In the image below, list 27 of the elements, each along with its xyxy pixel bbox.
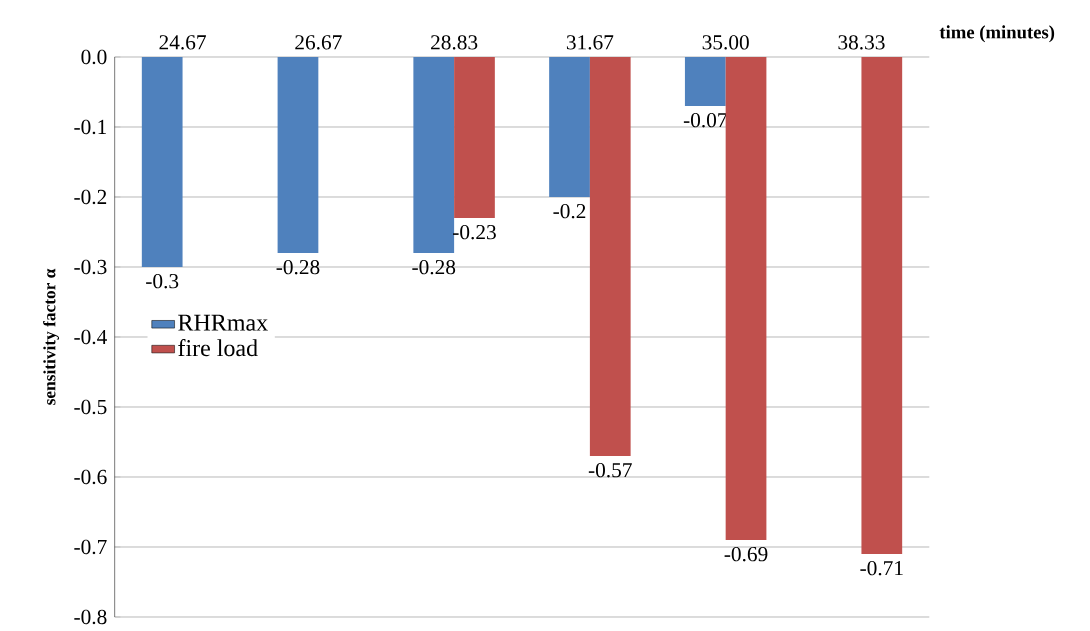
data-label: -0.28 <box>276 259 320 275</box>
y-tick-label: -0.1 <box>74 119 107 135</box>
y-tick-label: -0.2 <box>74 189 107 205</box>
data-label: -0.71 <box>860 560 903 576</box>
y-tick-label: -0.7 <box>74 539 107 555</box>
data-label: -0.2 <box>553 203 586 219</box>
x-tick-label: 26.67 <box>295 35 342 50</box>
y-tick-label: -0.6 <box>74 469 107 485</box>
data-label: -0.57 <box>588 462 632 478</box>
legend-label: fire load <box>178 339 258 357</box>
x-axis-title: time (minutes) <box>939 25 1055 43</box>
y-axis-title: sensitivity factor α <box>43 268 60 405</box>
y-tick-label: -0.4 <box>74 329 107 345</box>
x-tick-label: 38.33 <box>838 35 885 50</box>
x-tick-label: 35.00 <box>702 35 749 50</box>
x-tick-label: 28.83 <box>431 35 478 50</box>
data-label: -0.69 <box>724 546 768 562</box>
x-tick-label: 31.67 <box>566 35 614 50</box>
data-label: -0.07 <box>683 112 727 128</box>
data-label: -0.3 <box>146 273 179 289</box>
x-tick-label: 24.67 <box>159 35 206 50</box>
y-tick-label: 0.0 <box>81 49 107 65</box>
y-tick-label: -0.3 <box>74 259 107 275</box>
y-tick-label: -0.5 <box>74 399 107 415</box>
legend-label: RHRmax <box>178 314 268 331</box>
y-tick-label: -0.8 <box>74 609 107 625</box>
data-label: -0.28 <box>412 259 456 275</box>
